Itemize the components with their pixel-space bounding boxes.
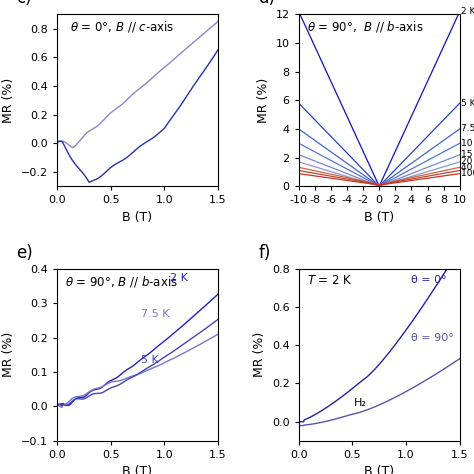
Text: H₂: H₂ xyxy=(354,399,366,409)
Text: $T$ = 2 K: $T$ = 2 K xyxy=(307,274,352,287)
Text: 20 K: 20 K xyxy=(461,157,474,166)
Text: 100 K: 100 K xyxy=(461,169,474,178)
Y-axis label: MR (%): MR (%) xyxy=(2,78,15,123)
Y-axis label: MR (%): MR (%) xyxy=(257,78,270,123)
Text: θ = 0°: θ = 0° xyxy=(411,274,447,284)
X-axis label: B (T): B (T) xyxy=(122,465,153,474)
Text: 7.5 K: 7.5 K xyxy=(461,124,474,133)
Text: 15 K: 15 K xyxy=(461,150,474,159)
Text: 2 K: 2 K xyxy=(170,273,188,283)
Text: 5 K: 5 K xyxy=(141,356,158,365)
Text: c): c) xyxy=(17,0,32,7)
Text: 7.5 K: 7.5 K xyxy=(141,309,169,319)
X-axis label: B (T): B (T) xyxy=(364,465,394,474)
Text: 40 K: 40 K xyxy=(461,163,474,172)
Text: 5 K: 5 K xyxy=(461,99,474,108)
Text: 10 K: 10 K xyxy=(461,139,474,148)
Text: d): d) xyxy=(258,0,275,7)
Y-axis label: MR (%): MR (%) xyxy=(2,332,15,377)
Text: f): f) xyxy=(258,244,271,262)
X-axis label: B (T): B (T) xyxy=(122,211,153,224)
Y-axis label: MR (%): MR (%) xyxy=(253,332,266,377)
Text: e): e) xyxy=(17,244,33,262)
Text: 2 K: 2 K xyxy=(461,7,474,16)
Text: θ = 90°: θ = 90° xyxy=(411,333,454,343)
Text: $\theta$ = 90°, $B$ // $b$-axis: $\theta$ = 90°, $B$ // $b$-axis xyxy=(65,274,178,289)
Text: $\theta$ = 90°,  $B$ // $b$-axis: $\theta$ = 90°, $B$ // $b$-axis xyxy=(307,19,423,35)
Text: $\theta$ = 0°, $B$ // $c$-axis: $\theta$ = 0°, $B$ // $c$-axis xyxy=(70,19,174,35)
X-axis label: B (T): B (T) xyxy=(364,211,394,224)
